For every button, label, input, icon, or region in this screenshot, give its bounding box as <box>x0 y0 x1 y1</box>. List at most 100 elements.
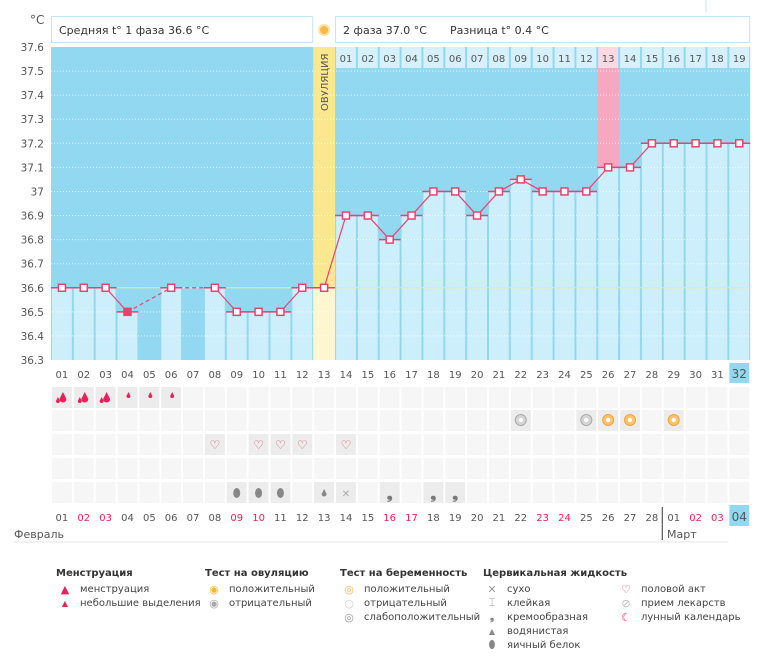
event-cell <box>314 387 335 408</box>
phase2-day-cell <box>576 47 597 68</box>
heart-icon: ♡ <box>275 438 286 452</box>
phase2-day-cell <box>357 47 378 68</box>
y-tick-label: 36.4 <box>21 331 45 343</box>
y-tick-label: 36.9 <box>21 211 44 223</box>
y-tick-label: 37.6 <box>21 42 45 54</box>
cycle-day-label: 27 <box>624 370 637 381</box>
temperature-bar <box>510 179 531 360</box>
event-cell <box>95 434 116 455</box>
event-cell-active <box>336 482 356 503</box>
temperature-bar <box>707 143 728 360</box>
cycle-day-label: 16 <box>383 370 396 381</box>
temperature-point <box>232 307 241 317</box>
event-cell <box>641 482 662 503</box>
month-label-feb: Февраль <box>14 528 64 541</box>
event-cell <box>641 410 662 431</box>
event-cell <box>292 410 313 431</box>
event-cell <box>314 434 335 455</box>
cycle-day-label: 10 <box>252 370 265 381</box>
temperature-point <box>319 283 329 293</box>
event-cell <box>95 410 116 431</box>
cycle-day-label: 13 <box>318 370 331 381</box>
event-cell <box>598 434 619 455</box>
temperature-point <box>560 187 569 196</box>
event-cell <box>641 434 662 455</box>
event-cell <box>729 434 750 455</box>
legend-item: небольшие выделения <box>80 597 201 609</box>
cycle-day-label: 19 <box>449 370 462 381</box>
temperature-point <box>516 175 526 184</box>
cycle-day-label: 25 <box>580 370 593 381</box>
calendar-date-label: 05 <box>143 513 156 524</box>
event-cell <box>379 434 400 455</box>
menstruation-drop-icon <box>99 397 104 403</box>
event-cell <box>336 387 356 408</box>
menstruation-drop-icon <box>59 392 67 403</box>
event-cell <box>532 434 553 455</box>
event-cell <box>467 410 487 431</box>
event-cell <box>226 458 247 479</box>
event-cell <box>139 482 160 503</box>
temperature-point <box>254 307 263 317</box>
phase2-day-cell <box>510 47 531 68</box>
calendar-date-label: 16 <box>383 513 396 524</box>
event-cell <box>620 458 640 479</box>
today-marker <box>729 505 750 526</box>
temperature-point <box>385 235 394 244</box>
temperature-point <box>101 283 110 293</box>
event-cell <box>554 482 575 503</box>
event-cell <box>204 458 225 479</box>
temperature-point <box>363 211 373 220</box>
temperature-point <box>450 187 460 196</box>
legend-cervical-fluid: Цервикальная жидкость ✕ сухо ⌶ клейкая ❟ кр… <box>483 568 627 652</box>
menstruation-drop-icon <box>103 392 111 403</box>
event-cell <box>314 458 335 479</box>
legend-item: отрицательный <box>364 597 447 609</box>
phase2-day-label: 04 <box>405 54 418 65</box>
temperature-line <box>127 287 172 313</box>
ovulation-positive-icon: ◉ <box>209 582 219 596</box>
legend-title: Тест на беременность <box>340 568 468 579</box>
phase2-day-cell <box>663 47 684 68</box>
y-unit-label: °C <box>30 13 44 27</box>
event-cell <box>270 458 291 479</box>
calendar-date-label: 18 <box>427 513 440 524</box>
event-cell <box>357 434 378 455</box>
heart-icon: ♡ <box>621 582 631 596</box>
phase2-day-cell <box>620 47 640 68</box>
phase2-day-cell <box>423 47 444 68</box>
temperature-point <box>298 283 307 293</box>
calendar-date-label: 03 <box>99 513 112 524</box>
event-cell <box>336 458 356 479</box>
event-cell <box>510 482 531 503</box>
event-cell <box>598 458 619 479</box>
temperature-bar <box>161 287 182 360</box>
cycle-day-label: 23 <box>536 370 549 381</box>
event-cell <box>423 387 444 408</box>
event-cell <box>489 387 509 408</box>
calendar-date-label: 22 <box>514 513 527 524</box>
event-cell <box>576 434 597 455</box>
phase2-day-label: 09 <box>514 54 527 65</box>
calendar-date-label: 23 <box>536 513 549 524</box>
temperature-bar <box>729 143 750 360</box>
event-cell <box>685 458 706 479</box>
calendar-date-label: 01 <box>56 513 69 524</box>
event-cell <box>598 482 619 503</box>
phase2-day-cell <box>336 47 356 68</box>
temperature-point <box>713 139 722 148</box>
event-cell <box>554 434 575 455</box>
event-cell-active <box>336 434 356 455</box>
calendar-date-label: 19 <box>449 513 462 524</box>
event-cell <box>379 387 400 408</box>
cycle-day-label: 03 <box>99 370 112 381</box>
event-cell <box>292 387 313 408</box>
phase2-day-cell <box>729 47 750 68</box>
legend-item: отрицательный <box>229 597 312 609</box>
calendar-date-label: 24 <box>558 513 571 524</box>
cycle-day-label: 11 <box>274 370 287 381</box>
legend-item: прием лекарств <box>641 597 726 609</box>
phase2-day-label: 05 <box>427 54 440 65</box>
pregnancy-negative-icon: ○ <box>344 596 354 610</box>
event-cell <box>117 458 138 479</box>
